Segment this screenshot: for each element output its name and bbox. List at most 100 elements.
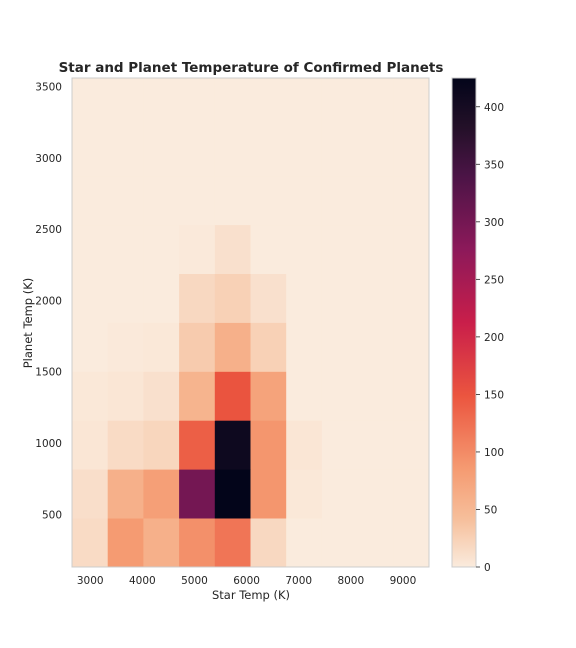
- heatmap-cell: [143, 273, 180, 323]
- y-tick-label: 500: [42, 509, 62, 521]
- chart-title: Star and Planet Temperature of Confirmed…: [59, 60, 444, 76]
- x-tick-label: 5000: [181, 575, 208, 587]
- heatmap-cell: [357, 420, 394, 470]
- y-tick-label: 3500: [35, 82, 62, 94]
- heatmap-cell: [72, 273, 109, 323]
- heatmap-cell: [143, 126, 180, 177]
- x-tick-label: 4000: [129, 575, 156, 587]
- heatmap-cell: [107, 126, 144, 177]
- x-tick-label: 8000: [337, 575, 364, 587]
- heatmap-cell: [357, 175, 394, 226]
- heatmap-cell: [357, 224, 394, 274]
- y-tick-label: 2500: [35, 224, 62, 236]
- heatmap-cell: [72, 322, 109, 372]
- heatmap-cell: [72, 469, 109, 519]
- heatmap-cell: [393, 224, 430, 274]
- heatmap-cell: [72, 371, 109, 421]
- heatmap-cell: [72, 78, 109, 128]
- colorbar-tick-label: 250: [484, 274, 504, 286]
- heatmap-cell: [286, 322, 323, 372]
- heatmap-cell: [214, 322, 251, 372]
- heatmap-cell: [357, 518, 394, 568]
- colorbar-tick-label: 150: [484, 389, 504, 401]
- heatmap-cell: [286, 273, 323, 323]
- heatmap-cell: [143, 371, 180, 421]
- heatmap-cell: [179, 126, 216, 177]
- heatmap-cell: [250, 224, 287, 274]
- heatmap-cell: [393, 420, 430, 470]
- heatmap-cell: [393, 518, 430, 568]
- y-tick-label: 1500: [35, 367, 62, 379]
- heatmap-cell: [393, 78, 430, 128]
- colorbar-tick-label: 200: [484, 332, 504, 344]
- plot-frame: [71, 77, 430, 568]
- heatmap-cell: [214, 469, 251, 519]
- y-tick-label: 2000: [35, 295, 62, 307]
- heatmap-cell: [72, 126, 109, 177]
- heatmap-cell: [286, 224, 323, 274]
- heatmap-cell: [286, 420, 323, 470]
- colorbar-tick-label: 50: [484, 504, 497, 516]
- x-tick-label: 3000: [77, 575, 104, 587]
- x-tick-label: 7000: [285, 575, 312, 587]
- heatmap-cell: [286, 78, 323, 128]
- heatmap-cell: [286, 469, 323, 519]
- colorbar-tick-label: 400: [484, 102, 504, 114]
- heatmap-cell: [214, 224, 251, 274]
- heatmap-cell: [321, 322, 358, 372]
- heatmap-cell: [72, 518, 109, 568]
- heatmap-cell: [214, 78, 251, 128]
- heatmap-cell: [393, 469, 430, 519]
- x-tick-label: 9000: [390, 575, 417, 587]
- heatmap-cell: [214, 175, 251, 226]
- heatmap-cell: [107, 518, 144, 568]
- heatmap-cell: [286, 371, 323, 421]
- heatmap-cell: [357, 322, 394, 372]
- heatmap-cell: [214, 371, 251, 421]
- heatmap-cell: [250, 273, 287, 323]
- heatmap-cell: [321, 126, 358, 177]
- heatmap-cell: [393, 175, 430, 226]
- heatmap-cell: [214, 273, 251, 323]
- heatmap-cell: [72, 420, 109, 470]
- heatmap-cell: [321, 78, 358, 128]
- heatmap-cell: [393, 273, 430, 323]
- heatmap-cell: [107, 273, 144, 323]
- heatmap-cell: [143, 469, 180, 519]
- x-tick-label: 6000: [233, 575, 260, 587]
- heatmap-cell: [214, 420, 251, 470]
- heatmap-cells: [72, 78, 430, 568]
- heatmap-cell: [214, 518, 251, 568]
- heatmap-cell: [179, 175, 216, 226]
- heatmap-cell: [179, 371, 216, 421]
- heatmap-cell: [321, 273, 358, 323]
- x-axis-ticks: 3000 4000 5000 6000 7000 8000 9000: [77, 575, 416, 587]
- y-axis-ticks: 500 1000 1500 2000 2500 3000 3500: [35, 82, 62, 522]
- heatmap-cell: [214, 126, 251, 177]
- colorbar-tick-label: 300: [484, 217, 504, 229]
- heatmap-cell: [357, 469, 394, 519]
- heatmap-cell: [179, 273, 216, 323]
- y-tick-label: 3000: [35, 153, 62, 165]
- heatmap-cell: [357, 273, 394, 323]
- heatmap-cell: [143, 224, 180, 274]
- heatmap-cell: [179, 322, 216, 372]
- heatmap-cell: [107, 371, 144, 421]
- colorbar-tick-label: 0: [484, 562, 491, 574]
- heatmap-cell: [321, 224, 358, 274]
- heatmap-cell: [321, 371, 358, 421]
- heatmap-cell: [250, 420, 287, 470]
- heatmap-cell: [286, 126, 323, 177]
- y-tick-label: 1000: [35, 438, 62, 450]
- colorbar-ticks: 0 50 100 150 200 250 300 350 400: [476, 102, 504, 574]
- heatmap-cell: [72, 175, 109, 226]
- heatmap-cell: [357, 371, 394, 421]
- heatmap-cell: [107, 469, 144, 519]
- heatmap-cell: [143, 518, 180, 568]
- colorbar-tick-label: 350: [484, 159, 504, 171]
- heatmap-cell: [143, 78, 180, 128]
- heatmap-cell: [143, 322, 180, 372]
- heatmap-cell: [250, 322, 287, 372]
- heatmap-cell: [107, 175, 144, 226]
- heatmap-cell: [321, 469, 358, 519]
